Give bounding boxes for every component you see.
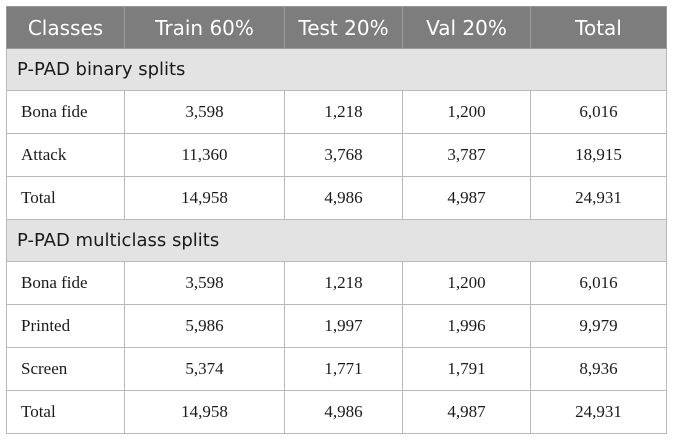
section-title: P-PAD multiclass splits [6,219,667,262]
table-row: Total 14,958 4,986 4,987 24,931 [6,176,667,220]
cell-total: 24,931 [530,176,667,220]
table-row: Total 14,958 4,986 4,987 24,931 [6,390,667,434]
section-row-binary: P-PAD binary splits [6,48,667,91]
row-label: Screen [6,347,125,391]
row-label: Bona fide [6,90,125,134]
cell-val: 1,996 [402,304,531,348]
cell-total: 9,979 [530,304,667,348]
cell-val: 4,987 [402,390,531,434]
table-row: Screen 5,374 1,771 1,791 8,936 [6,347,667,391]
cell-test: 3,768 [284,133,403,177]
row-label: Total [6,176,125,220]
section-title: P-PAD binary splits [6,48,667,91]
cell-train: 3,598 [124,90,285,134]
cell-train: 5,986 [124,304,285,348]
table-header: Classes Train 60% Test 20% Val 20% Total [6,6,667,49]
data-splits-table: Classes Train 60% Test 20% Val 20% Total… [6,6,667,434]
cell-total: 6,016 [530,90,667,134]
table-row: Attack 11,360 3,768 3,787 18,915 [6,133,667,177]
table-row: Bona fide 3,598 1,218 1,200 6,016 [6,90,667,134]
row-label: Attack [6,133,125,177]
cell-train: 14,958 [124,176,285,220]
column-header-classes: Classes [6,6,125,49]
cell-train: 11,360 [124,133,285,177]
column-header-val: Val 20% [402,6,531,49]
cell-test: 1,997 [284,304,403,348]
cell-test: 1,218 [284,261,403,305]
cell-val: 1,200 [402,90,531,134]
cell-val: 1,200 [402,261,531,305]
cell-total: 24,931 [530,390,667,434]
cell-train: 5,374 [124,347,285,391]
cell-test: 4,986 [284,176,403,220]
cell-total: 6,016 [530,261,667,305]
cell-val: 4,987 [402,176,531,220]
row-label: Total [6,390,125,434]
cell-total: 8,936 [530,347,667,391]
column-header-test: Test 20% [284,6,403,49]
cell-train: 3,598 [124,261,285,305]
cell-val: 3,787 [402,133,531,177]
row-label: Bona fide [6,261,125,305]
table-row: Bona fide 3,598 1,218 1,200 6,016 [6,261,667,305]
cell-test: 4,986 [284,390,403,434]
cell-train: 14,958 [124,390,285,434]
column-header-total: Total [530,6,667,49]
table-row: Printed 5,986 1,997 1,996 9,979 [6,304,667,348]
section-row-multiclass: P-PAD multiclass splits [6,219,667,262]
cell-test: 1,218 [284,90,403,134]
cell-total: 18,915 [530,133,667,177]
row-label: Printed [6,304,125,348]
cell-val: 1,791 [402,347,531,391]
cell-test: 1,771 [284,347,403,391]
column-header-train: Train 60% [124,6,285,49]
